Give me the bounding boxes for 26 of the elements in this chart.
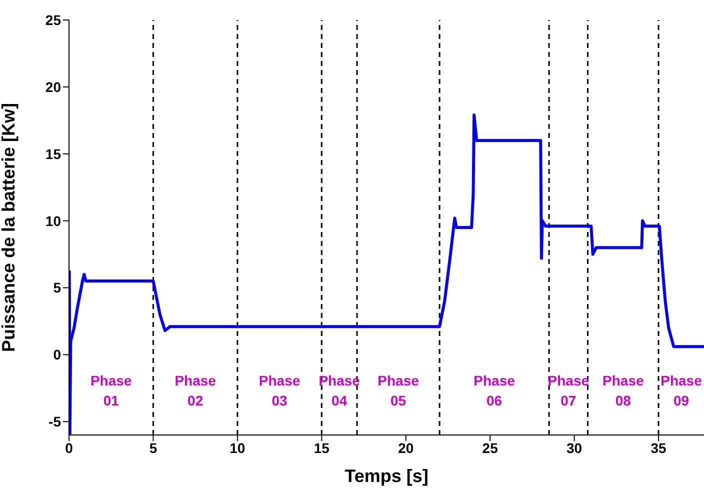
y-tick-label: 10 xyxy=(45,212,62,229)
y-tick-label: 25 xyxy=(45,12,62,28)
y-tick-label: 15 xyxy=(45,146,62,162)
x-tick-label: 0 xyxy=(65,440,74,456)
x-tick-label: 10 xyxy=(230,440,246,456)
annotation: Phase 08 xyxy=(602,372,644,408)
annotation: Phase 04 xyxy=(318,372,360,408)
annotation: Phase 07 xyxy=(548,372,590,408)
x-tick-label: 5 xyxy=(149,440,158,456)
y-tick-label: 20 xyxy=(45,78,62,95)
y-tick-label: 0 xyxy=(53,346,62,363)
x-tick-label: 30 xyxy=(566,440,582,456)
annotation: Phase 06 xyxy=(474,372,516,408)
x-tick-label: 35 xyxy=(650,440,667,456)
annotation: Phase 01 xyxy=(90,372,132,408)
x-tick-label: 25 xyxy=(482,440,498,456)
y-tick-label: -5 xyxy=(48,414,62,430)
y-tick-label: 5 xyxy=(53,280,62,296)
annotation: Phase 05 xyxy=(378,372,420,408)
x-axis-title: Temps [s] xyxy=(344,466,428,486)
y-axis-title: Puissance de la batterie [Kw] xyxy=(0,102,18,352)
annotation: Phase 03 xyxy=(258,372,300,408)
annotation: Phase 09 xyxy=(660,372,702,408)
x-tick-label: 15 xyxy=(314,440,330,456)
x-tick-label: 20 xyxy=(398,440,414,456)
annotation: Phase 02 xyxy=(174,372,216,408)
